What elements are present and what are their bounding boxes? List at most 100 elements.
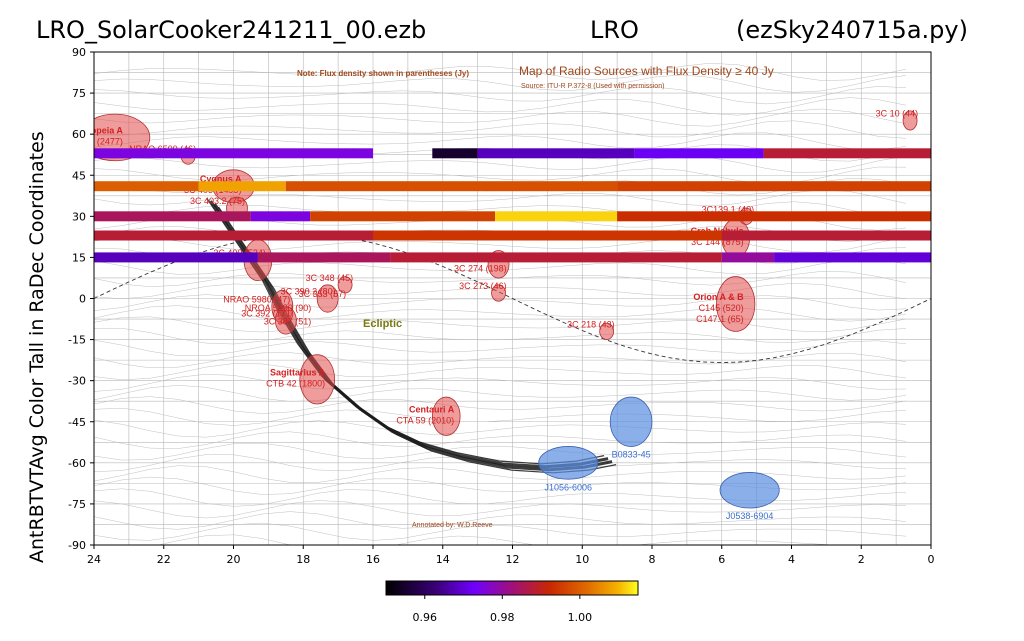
southern-radio-sources: B0833-45 J1056-6006 J0538-6904	[538, 396, 780, 521]
source-3c348-label: 3C 348 (45)	[306, 273, 354, 283]
source-orion-label: Orion A & B	[693, 292, 744, 302]
y-tick-label: -30	[68, 375, 86, 388]
x-tick-label: 18	[296, 553, 310, 566]
source-3c10-label: 3C 10 (44)	[876, 109, 919, 119]
colorbar-tick-label: 1.00	[568, 611, 593, 624]
source-3c139-label: 3C139.1 (40)	[702, 204, 755, 214]
contour-line	[94, 431, 907, 449]
strip-2-segment-1	[250, 211, 311, 222]
source-3c218-label: 3C 218 (43)	[567, 319, 615, 329]
source-sgr-a-flux: CTB 42 (1800)	[266, 378, 325, 388]
y-tick-label: -45	[68, 416, 86, 429]
source-3c273-blob	[491, 284, 506, 302]
source-sgr-a-blob	[299, 354, 336, 405]
y-tick-label: -60	[68, 457, 86, 470]
contour-line	[94, 86, 907, 105]
source-nroa5690-label: NROA 5690 (90)	[245, 303, 312, 313]
y-tick-label: 0	[79, 293, 86, 306]
strip-0-segment-4	[763, 148, 931, 159]
map-title: Map of Radio Sources with Flux Density ≥…	[519, 64, 774, 78]
contour-line	[94, 396, 907, 414]
contour-line	[94, 363, 907, 381]
strip-0-segment-1	[432, 148, 478, 159]
contour-line	[94, 442, 907, 461]
source-j1056-blob	[538, 446, 599, 480]
strip-0-segment-0	[94, 148, 373, 159]
strip-4-segment-0	[94, 252, 258, 263]
source-3c273-label: 3C 273 (46)	[459, 281, 507, 291]
strip-4-segment-2	[390, 252, 722, 263]
strip-2-segment-0	[94, 211, 251, 222]
source-3c387-label: 3C 387 (51)	[264, 317, 312, 327]
x-tick-label: 6	[718, 553, 725, 566]
y-tick-label: 60	[72, 128, 86, 141]
colorbar-gradient	[385, 580, 639, 596]
x-tick-label: 0	[928, 553, 935, 566]
source-cas-a-flux: 3C 461 (2477)	[65, 137, 123, 147]
contour-line	[94, 305, 907, 322]
contour-line	[94, 259, 907, 275]
x-tick-label: 4	[788, 553, 795, 566]
source-j0538-blob	[719, 472, 780, 509]
source-3c218-blob	[599, 322, 615, 340]
title-center: LRO	[590, 16, 639, 44]
heatmap-strips	[94, 148, 931, 263]
source-3c348-blob	[337, 276, 353, 294]
x-tick-label: 16	[366, 553, 380, 566]
strip-4-segment-3	[721, 252, 775, 263]
strip-0-segment-2	[477, 148, 635, 159]
contour-line	[94, 283, 907, 300]
x-tick-label: 20	[227, 553, 241, 566]
contour-line	[94, 271, 907, 287]
source-b0833-label: B0833-45	[612, 449, 651, 459]
colorbar-ticks: 0.96 0.98 1.00	[413, 595, 593, 624]
strip-2-segment-3	[495, 211, 618, 222]
x-axis-ticks: 24 22 20 18 16 14 12 10 8 6 4 2 0	[87, 545, 935, 566]
source-3c10-blob	[902, 110, 918, 131]
map-note: Note: Flux density shown in parentheses …	[297, 69, 469, 78]
plot-area: Cassiopeia A3C 461 (2477)NRAO 6500 (46)C…	[65, 52, 931, 545]
source-cyg-a-label: Cygnus A	[200, 174, 242, 184]
y-tick-label: 30	[72, 210, 86, 223]
strip-1-segment-3	[617, 181, 931, 192]
source-orion-blob	[716, 276, 756, 332]
contour-line	[94, 500, 907, 519]
x-tick-label: 2	[858, 553, 865, 566]
map-annotations: Map of Radio Sources with Flux Density ≥…	[297, 64, 774, 529]
source-b0833-blob	[609, 396, 653, 447]
y-axis-label: AntRBTVTAvg Color Tall in RaDec Coordina…	[26, 131, 48, 563]
source-m87-flux: 3C 274 (198)	[454, 263, 507, 273]
source-cen-a-flux: CTA 59 (2010)	[396, 415, 454, 425]
y-tick-label: 45	[72, 169, 86, 182]
source-j0538-label: J0538-6904	[726, 511, 774, 521]
source-sgr-a-label: Sagittarius A	[270, 367, 326, 377]
strip-1-segment-2	[285, 181, 618, 192]
source-j1056-label: J1056-6006	[545, 482, 593, 492]
y-tick-label: -75	[68, 498, 86, 511]
strip-2-segment-4	[617, 211, 931, 222]
contour-line	[94, 511, 907, 530]
strip-0-segment-3	[634, 148, 764, 159]
y-tick-label: -15	[68, 334, 86, 347]
annotated-by: Annotated by: W.D.Reeve	[412, 522, 493, 529]
contour-line	[94, 339, 907, 356]
map-source: Source: ITU-R P.372-8 (Used with permiss…	[521, 83, 664, 90]
y-tick-label: 90	[72, 46, 86, 59]
contour-line	[94, 316, 907, 333]
x-tick-label: 12	[506, 553, 520, 566]
contour-line	[94, 189, 907, 207]
contour-line	[94, 385, 907, 402]
source-crab-flux: 3C 144 (875)	[691, 237, 744, 247]
strip-3-segment-0	[94, 230, 373, 241]
title-right: (ezSky240715a.py)	[736, 16, 968, 44]
strip-3-segment-2	[721, 230, 931, 241]
ecliptic-label: Ecliptic	[363, 318, 402, 330]
y-axis-ticks: 90 75 60 45 30 15 0 -15 -30 -45 -60 -75 -90	[68, 46, 94, 552]
contour-line	[94, 294, 907, 311]
x-tick-label: 22	[157, 553, 171, 566]
y-tick-label: 75	[72, 87, 86, 100]
source-3c390-blob	[316, 284, 339, 313]
strip-2-segment-2	[310, 211, 495, 222]
contour-line	[94, 120, 907, 139]
ecliptic-line	[94, 233, 931, 364]
